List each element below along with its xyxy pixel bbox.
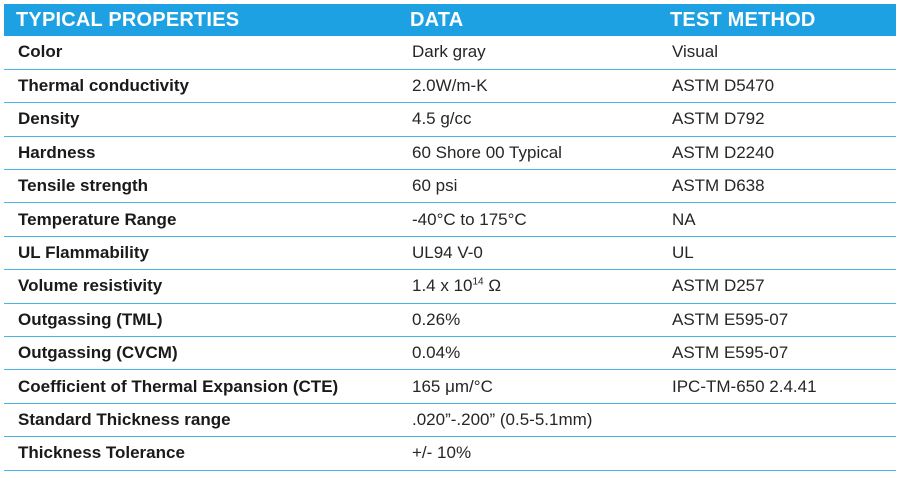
table-row: Thermal conductivity 2.0W/m-K ASTM D5470 <box>4 69 896 103</box>
property-name: Hardness <box>18 142 96 162</box>
test-method: ASTM D2240 <box>672 142 775 162</box>
table-header-row: TYPICAL PROPERTIES DATA TEST METHOD <box>4 4 896 36</box>
properties-table: TYPICAL PROPERTIES DATA TEST METHOD Colo… <box>4 4 896 471</box>
property-value: 2.0W/m-K <box>412 76 488 96</box>
table-row: Density 4.5 g/cc ASTM D792 <box>4 103 896 137</box>
property-name: Thermal conductivity <box>18 76 189 96</box>
property-value: +/- 10% <box>412 443 472 463</box>
table-row: Outgassing (TML) 0.26% ASTM E595-07 <box>4 303 896 337</box>
table-row: Standard Thickness range .020”-.200” (0.… <box>4 403 896 437</box>
test-method: ASTM E595-07 <box>672 309 789 329</box>
test-method <box>658 437 896 470</box>
table-row: Temperature Range -40°C to 175°C NA <box>4 203 896 237</box>
test-method: ASTM D257 <box>672 276 765 296</box>
property-name: Standard Thickness range <box>18 409 231 429</box>
value-mantissa: 1.4 x 10 <box>412 276 473 296</box>
test-method: ASTM E595-07 <box>672 343 789 363</box>
property-name: Volume resistivity <box>18 276 163 296</box>
table-row: Hardness 60 Shore 00 Typical ASTM D2240 <box>4 136 896 170</box>
test-method: Visual <box>672 42 718 62</box>
property-value: 4.5 g/cc <box>412 109 472 129</box>
table-row: Coefficient of Thermal Expansion (CTE) 1… <box>4 370 896 404</box>
value-exponent: 14 <box>472 276 484 288</box>
test-method: NA <box>672 209 696 229</box>
test-method: ASTM D792 <box>672 109 765 129</box>
property-name: Temperature Range <box>18 209 177 229</box>
property-value: 1.4 x 1014 Ω <box>398 270 658 303</box>
property-name: UL Flammability <box>18 243 149 263</box>
table-row: Tensile strength 60 psi ASTM D638 <box>4 170 896 203</box>
table-row: UL Flammability UL94 V-0 UL <box>4 236 896 270</box>
header-data: DATA <box>410 8 464 31</box>
header-test-method: TEST METHOD <box>670 8 816 31</box>
property-value: 60 psi <box>412 176 458 196</box>
table-row: Volume resistivity 1.4 x 1014 Ω ASTM D25… <box>4 270 896 304</box>
property-value: 0.04% <box>412 343 461 363</box>
property-value: .020”-.200” (0.5-5.1mm) <box>412 409 593 429</box>
property-name: Color <box>18 42 63 62</box>
property-name: Tensile strength <box>18 176 149 196</box>
table-row: Thickness Tolerance +/- 10% <box>4 437 896 471</box>
table-row: Outgassing (CVCM) 0.04% ASTM E595-07 <box>4 337 896 370</box>
property-value: 165 μm/°C <box>412 376 493 396</box>
property-value: -40°C to 175°C <box>412 209 527 229</box>
property-name: Density <box>18 109 80 129</box>
property-value: 60 Shore 00 Typical <box>412 142 562 162</box>
test-method: UL <box>672 243 694 263</box>
property-name: Thickness Tolerance <box>18 443 185 463</box>
test-method: ASTM D5470 <box>672 76 775 96</box>
header-typical-properties: TYPICAL PROPERTIES <box>16 8 240 31</box>
value-unit: Ω <box>483 276 502 296</box>
property-name: Outgassing (TML) <box>18 309 163 329</box>
property-value: 0.26% <box>412 309 461 329</box>
table-row: Color Dark gray Visual <box>4 36 896 70</box>
property-name: Coefficient of Thermal Expansion (CTE) <box>18 376 339 396</box>
property-name: Outgassing (CVCM) <box>18 343 178 363</box>
test-method: IPC-TM-650 2.4.41 <box>672 376 817 396</box>
property-value: Dark gray <box>412 42 486 62</box>
property-value: UL94 V-0 <box>412 243 483 263</box>
test-method: ASTM D638 <box>672 176 765 196</box>
